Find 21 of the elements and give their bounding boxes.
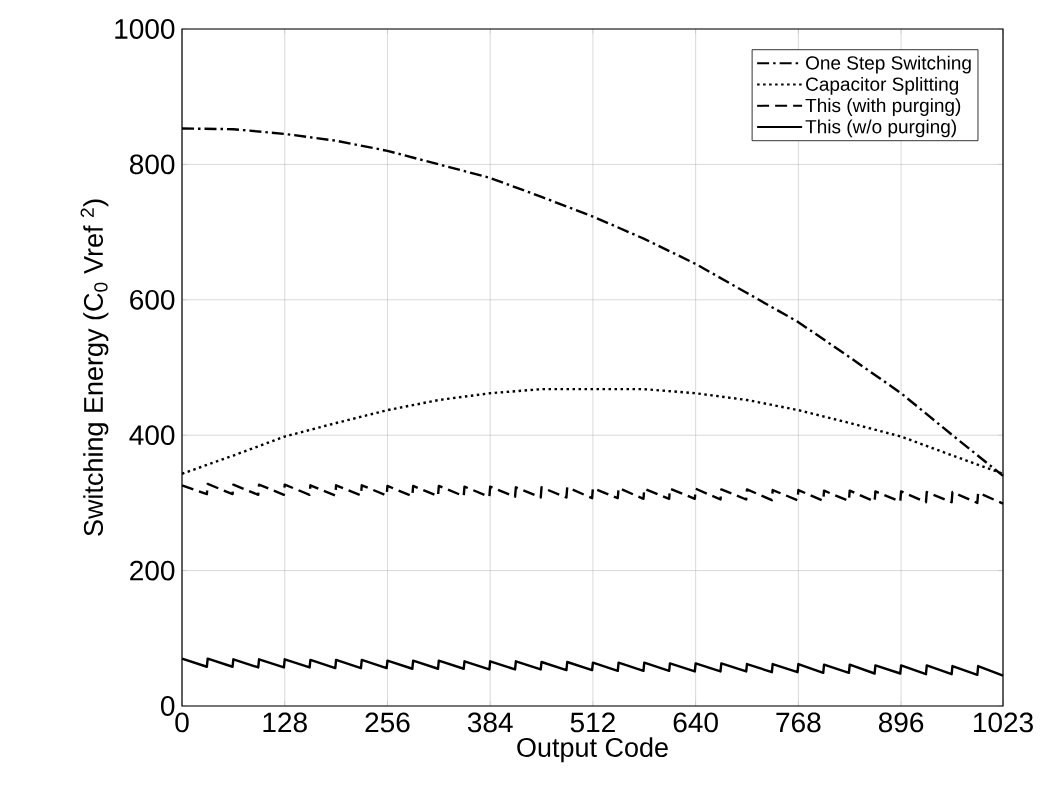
x-axis-title: Output Code <box>517 737 668 763</box>
x-tick-label: 896 <box>878 712 924 733</box>
legend-label: One Step Switching <box>806 55 971 74</box>
x-tick-label: 1023 <box>974 712 1033 733</box>
y-tick-label: 400 <box>129 425 175 446</box>
y-tick-label: 800 <box>129 154 175 175</box>
y-tick-label: 0 <box>161 696 175 716</box>
x-tick-label: 640 <box>673 712 718 733</box>
legend-label: This (with purging) <box>805 98 961 116</box>
y-tick-label: 600 <box>130 289 175 310</box>
x-tick-label: 768 <box>776 712 821 733</box>
x-tick-label: 256 <box>365 712 410 733</box>
y-tick-label: 1000 <box>115 19 175 39</box>
x-tick-label: 384 <box>467 712 513 733</box>
x-tick-label: 512 <box>570 712 615 733</box>
legend-label: Capacitor Splitting <box>806 76 959 95</box>
y-tick-label: 200 <box>130 560 175 581</box>
legend-label: This (w/o purging) <box>805 119 956 138</box>
y-axis-title: Switching Energy (C$_{0}$ Vref $^{2}$) <box>80 199 109 536</box>
x-tick-label: 128 <box>263 712 307 733</box>
x-tick-label: 0 <box>175 712 189 733</box>
